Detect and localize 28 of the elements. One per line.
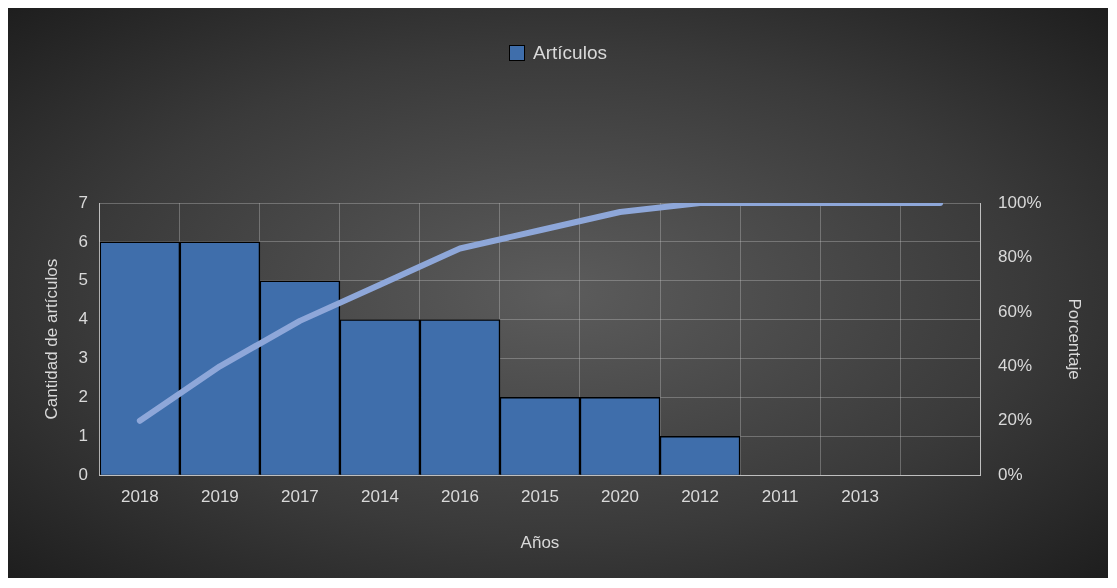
y2-tick-label: 0% xyxy=(998,464,1023,484)
x-tick-label: 2019 xyxy=(200,487,239,507)
x-tick-label: 2012 xyxy=(681,487,719,507)
x-tick-label: 2014 xyxy=(361,487,399,507)
x-tick-label: 2020 xyxy=(601,487,639,507)
y-tick-label: 4 xyxy=(78,309,88,329)
text: Artículos xyxy=(533,42,607,64)
x-tick-label: 2015 xyxy=(521,487,559,507)
x-tick-label: 2016 xyxy=(441,487,479,507)
y-axis-title: Cantidad de artículos xyxy=(41,258,61,420)
x-tick-label: 2017 xyxy=(281,487,319,507)
x-tick-label: 2013 xyxy=(841,487,879,507)
y-tick-label: 3 xyxy=(78,348,88,368)
y-tick-label: 5 xyxy=(78,270,88,290)
y2-tick-label: 60% xyxy=(998,301,1033,321)
y2-tick-label: 40% xyxy=(998,356,1033,376)
y2-tick-label: 80% xyxy=(998,247,1033,267)
x-axis-title: Años xyxy=(520,533,560,553)
y2-tick-label: 20% xyxy=(998,410,1033,430)
y-tick-label: 2 xyxy=(78,387,88,407)
x-tick-label: 2011 xyxy=(761,487,799,507)
y-tick-label: 6 xyxy=(78,231,88,251)
y-tick-label: 7 xyxy=(78,192,88,212)
y-tick-label: 1 xyxy=(78,426,88,445)
y2-tick-label: 100% xyxy=(998,192,1042,212)
y-tick-label: 0 xyxy=(78,464,88,484)
x-tick-label: 2018 xyxy=(120,487,159,507)
y2-axis-title: Porcentaje xyxy=(1065,298,1085,380)
